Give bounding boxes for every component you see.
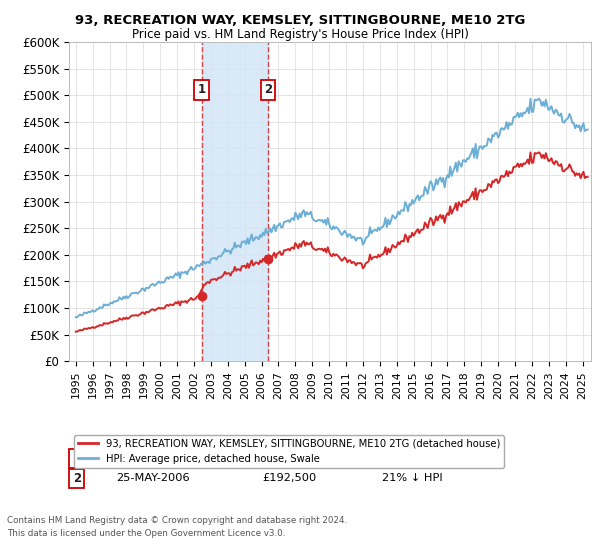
Text: 1: 1 [197,83,206,96]
Text: £192,500: £192,500 [262,473,316,483]
Text: 21% ↓ HPI: 21% ↓ HPI [382,473,443,483]
Text: This data is licensed under the Open Government Licence v3.0.: This data is licensed under the Open Gov… [7,529,286,538]
Text: Price paid vs. HM Land Registry's House Price Index (HPI): Price paid vs. HM Land Registry's House … [131,28,469,41]
Text: 93, RECREATION WAY, KEMSLEY, SITTINGBOURNE, ME10 2TG: 93, RECREATION WAY, KEMSLEY, SITTINGBOUR… [75,14,525,27]
Text: 30% ↓ HPI: 30% ↓ HPI [382,454,443,464]
Text: 14-JUN-2002: 14-JUN-2002 [116,454,188,464]
Text: 2: 2 [264,83,272,96]
Text: 2: 2 [73,472,81,485]
Text: 25-MAY-2006: 25-MAY-2006 [116,473,190,483]
Text: 1: 1 [73,452,81,465]
Text: £122,995: £122,995 [262,454,316,464]
Legend: 93, RECREATION WAY, KEMSLEY, SITTINGBOURNE, ME10 2TG (detached house), HPI: Aver: 93, RECREATION WAY, KEMSLEY, SITTINGBOUR… [74,435,505,468]
Bar [202,42,268,361]
Text: Contains HM Land Registry data © Crown copyright and database right 2024.: Contains HM Land Registry data © Crown c… [7,516,347,525]
